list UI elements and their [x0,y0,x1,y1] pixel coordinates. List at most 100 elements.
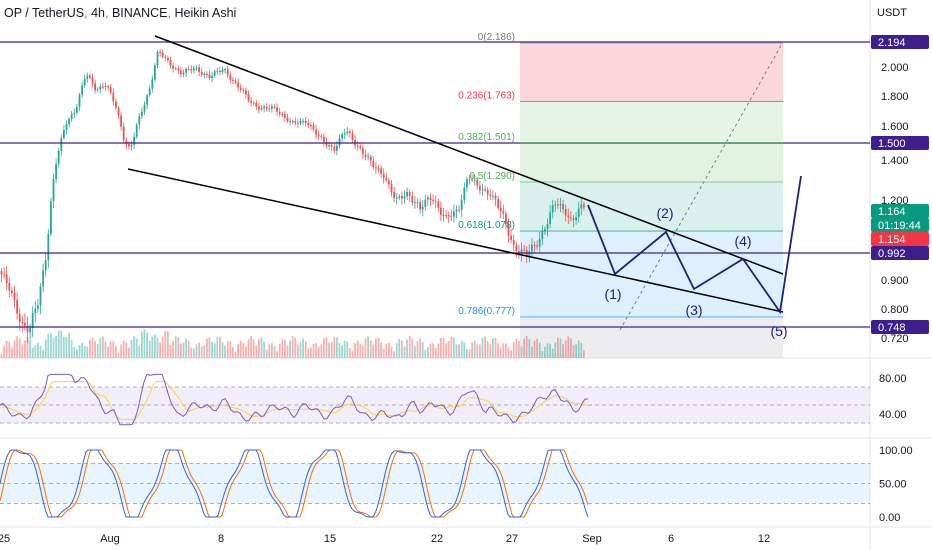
volume-bar [338,343,341,358]
candle-body [245,90,247,95]
candle-body [102,86,104,88]
candle-body [8,283,11,291]
fib-zone-382-5 [520,142,783,182]
candle-body [120,115,122,127]
volume-bar [11,347,13,358]
candle-body [570,217,572,219]
candle-body [55,163,57,179]
candle-body [29,328,31,333]
volume-bar [177,337,180,358]
candle-body [447,215,450,217]
candle-body [177,68,180,71]
candle-body [390,183,393,193]
candle-body [122,126,125,141]
candle-body [401,196,403,199]
volume-bar [109,341,112,358]
candle-body [531,244,533,252]
volume-bar [164,331,167,358]
volume-bar [434,347,437,358]
price-tag-label: 2.194 [878,37,906,49]
volume-bar [302,338,304,358]
volume-bar [523,338,525,358]
candle-body [34,308,37,313]
volume-bar [39,345,42,358]
volume-bar [115,346,117,358]
volume-bar [52,337,55,358]
candle-body [247,94,250,101]
stoch-axis-tick: 100.00 [879,445,913,457]
candle-body [86,75,89,79]
candle-body [112,92,115,102]
candle-body [341,134,343,139]
volume-bar [427,347,429,358]
price-axis-tick: 0.720 [881,333,909,345]
elliott-wave-path [587,175,802,315]
volume-bar [70,340,73,358]
volume-bar [577,340,580,358]
volume-bar [468,349,471,358]
candle-body [484,189,486,191]
fib-label: 0.382(1.501) [458,132,515,143]
volume-bar [18,338,21,358]
volume-bar [3,345,5,358]
volume-bar [572,345,575,358]
candle-body [476,179,479,186]
candle-body [460,199,463,210]
volume-bar [133,336,135,358]
volume-bar [47,333,50,358]
volume-bar [120,344,122,358]
candle-body [68,118,70,125]
volume-bar [239,340,242,358]
volume-bar [317,347,320,358]
candle-body [99,86,102,90]
candle-body [281,113,284,115]
interval-label: 4h [91,6,105,20]
candle-body [42,270,44,287]
price-tag [871,232,929,246]
wedge-upper-line [154,35,784,275]
volume-bar [437,343,440,358]
chart-style-label: Heikin Ashi [174,6,237,20]
candle-body [208,74,211,79]
candle-body [115,101,117,108]
volume-bar [185,338,187,358]
candle-body [291,121,294,123]
candle-body [232,79,234,81]
candle-body [536,245,538,247]
volume-bar [174,336,177,358]
volume-bar [310,347,312,358]
volume-bar [234,351,237,358]
time-axis-label: 8 [218,533,224,545]
volume-bar [213,342,216,358]
candle-body [185,68,187,73]
candle-body [37,305,39,309]
candle-body [442,214,445,216]
stoch-k-line [0,449,589,518]
candle-body [172,65,174,69]
volume-bar [562,344,564,358]
candle-body [109,87,112,93]
volume-bar [138,345,141,358]
volume-bar [416,341,419,358]
volume-bar [221,342,224,358]
candle-body [356,145,359,147]
price-tag [871,136,929,150]
candle-body [276,107,278,112]
volume-bar [567,336,570,358]
volume-bar [73,346,76,358]
volume-bar [29,339,31,358]
fib-label: 0.5(1.290) [469,171,515,182]
candle-body [385,178,388,181]
volume-bar [252,339,255,358]
volume-bar [346,341,349,358]
candle-body [380,168,382,174]
candle-body [164,56,167,58]
volume-bar [473,340,476,358]
fib-zone-0-236 [520,43,783,102]
volume-bar [356,340,359,358]
volume-bar [525,336,528,358]
volume-bar [37,342,39,358]
volume-bar [531,346,533,358]
candle-body [567,215,570,218]
